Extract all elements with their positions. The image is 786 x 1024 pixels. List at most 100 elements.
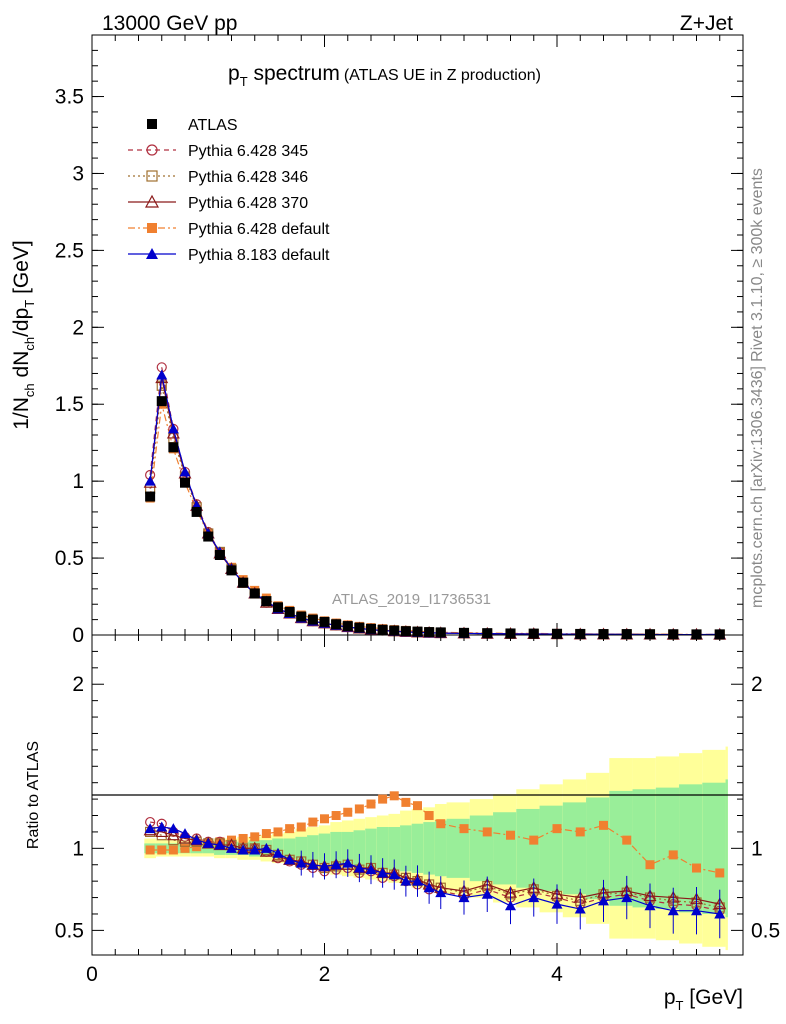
ratio-point [308, 817, 318, 827]
data-point [691, 629, 702, 640]
stat-band-bin [516, 808, 540, 888]
data-point [575, 628, 586, 639]
ratio-point [214, 839, 226, 850]
data-point [249, 588, 260, 599]
ratio-point [260, 842, 272, 853]
legend-label: Pythia 6.428 default [188, 221, 330, 238]
data-point [203, 531, 214, 542]
ratio-point [261, 829, 271, 839]
ratio-point [621, 892, 633, 903]
ratio-point [191, 834, 203, 845]
ratio-point [307, 859, 319, 870]
legend-label: Pythia 6.428 345 [188, 143, 308, 160]
data-point [179, 466, 191, 477]
stat-band-bin [446, 818, 470, 878]
ratio-point [412, 875, 423, 886]
main-ytick-label: 2 [72, 316, 84, 339]
ratio-point [599, 820, 608, 830]
legend-entry: Pythia 6.428 345 [128, 143, 308, 160]
ratio-series-group [143, 791, 727, 939]
data-point [645, 629, 655, 640]
data-point [261, 596, 272, 607]
main-ytick-label: 1.5 [55, 393, 84, 416]
main-ytick-label: 1 [72, 470, 84, 493]
ylabel-d: [GeV] [10, 240, 33, 300]
ratio-point [413, 801, 422, 811]
ratio-point [273, 827, 283, 837]
ratio-point [296, 822, 306, 832]
data-point [168, 442, 179, 453]
ratio-point [529, 835, 539, 845]
ylabel-c: /dp [10, 308, 33, 337]
ratio-ylabel: Ratio to ATLAS [25, 741, 42, 849]
stat-band-bin [679, 784, 703, 913]
data-point [621, 629, 632, 640]
data-point [180, 477, 190, 488]
data-point [714, 629, 725, 640]
data-point [167, 423, 179, 434]
stat-band-bin [632, 789, 656, 908]
ratio-point [423, 882, 435, 893]
data-point [226, 565, 237, 576]
stat-band-bin [725, 779, 728, 918]
stat-band-bin [469, 815, 494, 882]
ylabel-c-sub: T [22, 300, 37, 308]
ratio-xlabel: pT [GeV] [664, 986, 743, 1013]
ratio-point [715, 868, 725, 878]
ratio-point [389, 791, 399, 801]
xlabel-subscript: T [676, 998, 684, 1013]
ratio-point [692, 863, 701, 873]
ratio-point [598, 895, 609, 906]
ratio-point [691, 905, 702, 916]
data-point [528, 628, 539, 639]
ratio-point [156, 821, 168, 832]
main-ytick-label: 0.5 [55, 547, 84, 570]
ratio-point [714, 908, 726, 919]
ratio-point [226, 842, 237, 853]
ratio-point [552, 824, 562, 834]
ratio-point [330, 859, 342, 870]
main-series-group [143, 362, 727, 640]
ratio-xtick-label: 4 [551, 963, 563, 986]
ylabel-a: 1/N [10, 397, 33, 430]
ratio-point [320, 814, 329, 824]
legend-label: Pythia 8.183 default [188, 247, 330, 264]
ratio-point [285, 824, 295, 834]
ratio-point [505, 900, 516, 911]
legend-label: Pythia 6.428 370 [188, 195, 308, 212]
stat-band-bin [411, 823, 424, 873]
stat-band-bin [655, 787, 680, 910]
ratio-point [144, 823, 156, 834]
main-ytick-label: 3 [72, 162, 84, 185]
stat-band-bin [283, 838, 296, 859]
mcplots-label: mcplots.cern.ch [arXiv:1306.3436] [749, 366, 766, 608]
data-point [424, 627, 435, 638]
main-axis-ticks: 0 0.5 1 1.5 2 2.5 3 3.5 [55, 35, 744, 647]
title-word: spectrum [248, 62, 340, 85]
data-point [214, 550, 225, 560]
chart-title: pT spectrum (ATLAS UE in Z production) [228, 62, 541, 89]
data-point [331, 619, 342, 630]
ratio-point [458, 892, 470, 903]
stat-band-bin [388, 827, 401, 870]
title-main: p [228, 62, 240, 85]
legend-entry: Pythia 6.428 370 [128, 194, 308, 212]
stat-band-bin [376, 827, 389, 870]
ratio-point [284, 854, 296, 865]
ratio-point [238, 833, 248, 843]
ratio-point [180, 843, 190, 853]
series-atlas [145, 396, 725, 640]
ratio-point [622, 835, 632, 845]
stat-band-bin [318, 833, 331, 864]
ratio-point [249, 844, 261, 855]
ratio-ytick-label-right: 1 [751, 837, 763, 860]
ratio-point [668, 850, 678, 860]
legend-marker [147, 119, 157, 129]
data-point [284, 606, 295, 617]
legend-marker [147, 223, 157, 233]
ratio-point [575, 827, 585, 837]
ylabel-a-sub: ch [22, 383, 37, 397]
ratio-point [528, 892, 540, 903]
stat-band-bin [365, 828, 377, 869]
